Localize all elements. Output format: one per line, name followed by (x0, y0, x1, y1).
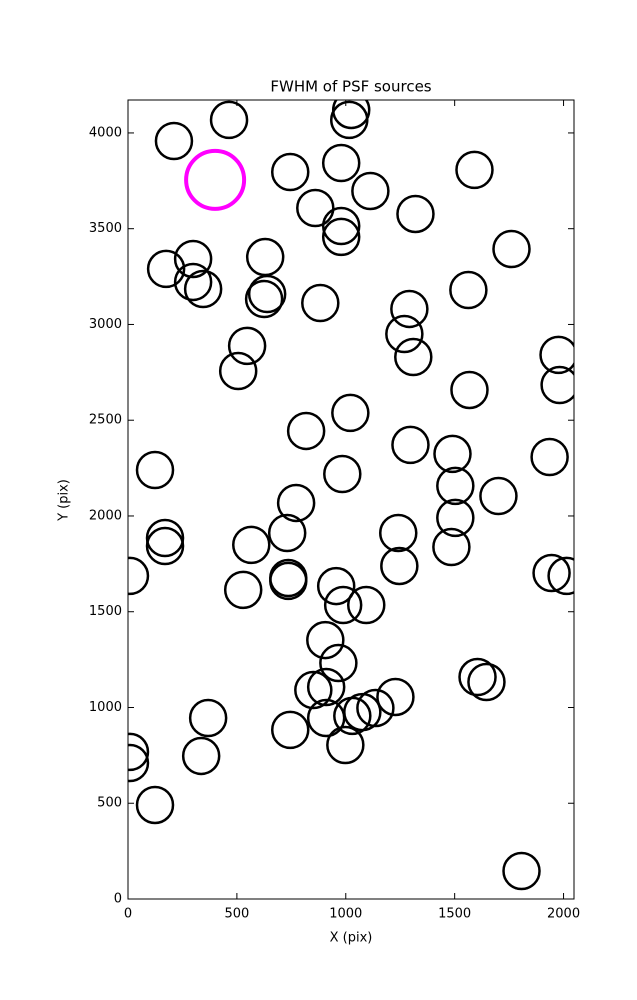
source-circle (145, 518, 185, 558)
y-tick-label: 3000 (89, 317, 122, 332)
source-circle (145, 526, 185, 566)
source-circle (267, 513, 307, 553)
source-circle (391, 425, 430, 465)
source-circle (209, 100, 249, 140)
source-circle (184, 148, 247, 211)
y-tick-label: 500 (97, 796, 122, 811)
source-circle (433, 434, 472, 474)
source-circle (346, 585, 386, 625)
source-circle (432, 527, 471, 567)
source-circle (479, 476, 518, 516)
source-circle (394, 337, 433, 377)
source-circle (247, 274, 287, 314)
source-circle (450, 370, 489, 410)
source-circle (218, 351, 258, 391)
y-tick-label: 1000 (89, 700, 122, 715)
source-circle (376, 677, 415, 717)
source-circle (306, 667, 346, 707)
source-circle (173, 262, 213, 302)
source-circle (270, 710, 310, 750)
source-circle (530, 437, 569, 477)
source-circle (333, 696, 372, 736)
source-circle (128, 743, 150, 783)
source-circle (173, 239, 213, 279)
source-circle (296, 188, 335, 228)
x-tick-label: 1000 (329, 907, 362, 922)
source-circle (540, 365, 574, 405)
y-tick-label: 3500 (89, 221, 122, 236)
source-circle (532, 553, 571, 593)
source-circle (449, 270, 488, 310)
source-circle (183, 269, 223, 309)
source-circle (467, 662, 506, 702)
x-tick-label: 500 (224, 907, 249, 922)
source-circle (276, 483, 316, 523)
source-circle (331, 393, 370, 433)
source-circle (539, 335, 574, 375)
source-circle (306, 620, 345, 660)
source-circle (455, 150, 494, 190)
source-circle (128, 556, 150, 596)
source-circle (227, 326, 267, 366)
source-circle (380, 546, 419, 586)
source-circle (458, 657, 497, 697)
source-circle (319, 643, 358, 683)
source-circle (323, 585, 363, 625)
source-circle (326, 725, 365, 765)
source-circle (135, 450, 175, 490)
plot-area (128, 100, 574, 891)
source-circle (390, 289, 429, 329)
source-circle (270, 152, 310, 192)
source-circle (301, 283, 340, 323)
source-circle (396, 194, 435, 234)
source-circle (232, 525, 271, 565)
source-circle (321, 217, 361, 257)
y-tick-label: 4000 (89, 125, 122, 140)
source-circle (286, 411, 326, 451)
source-circle (316, 566, 356, 606)
source-circle (135, 785, 175, 825)
chart-title: FWHM of PSF sources (270, 78, 431, 96)
y-tick-label: 2500 (89, 413, 122, 428)
source-circle (323, 454, 362, 494)
source-circle (385, 314, 424, 354)
source-circle (436, 466, 475, 506)
source-circle (379, 513, 418, 553)
source-circle (244, 279, 284, 319)
x-tick-label: 2000 (547, 907, 580, 922)
source-circle (146, 249, 186, 289)
y-tick-label: 2000 (89, 508, 122, 523)
source-circle (188, 698, 228, 738)
source-circle (321, 143, 361, 183)
source-circle (436, 498, 475, 538)
y-tick-label: 0 (114, 892, 122, 907)
plot-frame (127, 99, 575, 900)
source-circle (502, 851, 541, 891)
x-tick-label: 1500 (438, 907, 471, 922)
source-circle (181, 736, 221, 776)
x-axis-label: X (pix) (330, 931, 373, 946)
source-circle (321, 206, 361, 246)
source-circle (269, 561, 308, 601)
source-circle (351, 171, 390, 211)
source-circle (330, 100, 369, 140)
source-circle (128, 732, 150, 772)
source-circle (154, 121, 194, 161)
y-tick-label: 1500 (89, 604, 122, 619)
source-circle (547, 556, 574, 596)
source-circle (294, 670, 333, 710)
x-tick-label: 0 (124, 907, 132, 922)
source-circle (223, 570, 263, 610)
source-circle (492, 229, 531, 269)
source-circle (306, 698, 346, 738)
y-axis-label: Y (pix) (57, 479, 72, 522)
